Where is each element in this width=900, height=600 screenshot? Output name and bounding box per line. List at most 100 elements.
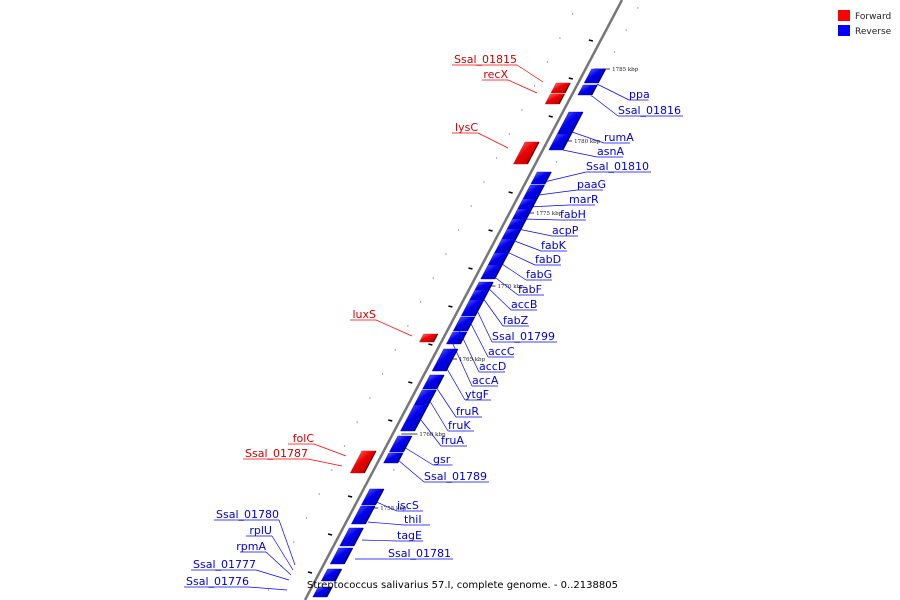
leader-line-ssal-01776 [248, 586, 288, 591]
gene-label-tage: tagE [397, 529, 422, 542]
reverse-gene-block-edge [459, 331, 468, 345]
guide-dot [267, 589, 270, 591]
reverse-gene-block-edge [544, 171, 552, 185]
leader-line-asna [562, 149, 598, 158]
leader-line-paag [530, 189, 578, 197]
leader-line-ssal-01799 [473, 303, 493, 343]
tick-label: 1765 kbp [459, 357, 486, 363]
gene-label-ssal-01816: Ssal_01816 [618, 104, 681, 117]
reverse-gene-block [413, 389, 437, 407]
tick-label: 1755 kbp [380, 506, 407, 512]
guide-dash [307, 571, 313, 574]
gene-label-ssal-01777: Ssal_01777 [193, 558, 256, 571]
leader-line-fabf [491, 274, 519, 296]
reverse-gene-block-edge [436, 374, 445, 390]
guide-dot [393, 469, 395, 471]
reverse-gene-block-edge [591, 84, 598, 96]
reverse-gene-block-edge [531, 198, 538, 210]
guide-dash [508, 191, 513, 194]
leader-line-ppa [596, 83, 630, 101]
gene-label-fabg: fabG [526, 268, 552, 281]
guide-dot [508, 133, 510, 135]
leader-line-ssal-01789 [397, 459, 425, 483]
gene-label-rpma: rpmA [236, 540, 266, 553]
reverse-gene-block-edge [520, 218, 527, 230]
guide-dot [432, 277, 434, 279]
legend-label-reverse: Reverse [855, 27, 892, 37]
guide-dot [590, 95, 593, 97]
guide-dot [381, 373, 384, 375]
gene-label-fabh: fabH [560, 208, 586, 221]
leader-line-frua [420, 419, 442, 447]
guide-dash [488, 229, 493, 232]
leader-line-fabz [479, 293, 504, 327]
guide-dot [343, 445, 346, 447]
gene-label-paag: paaG [577, 178, 606, 191]
tick-label: 1775 kbp [536, 211, 563, 217]
guide-dot [305, 517, 308, 519]
gene-label-acpp: acpP [552, 224, 579, 237]
genome-caption: Streptococcus salivarius 57.I, complete … [307, 580, 618, 591]
reverse-gene-blocks [312, 68, 607, 598]
gene-label-iscs: iscS [397, 499, 419, 512]
genome-backbone [303, 0, 624, 600]
forward-gene-block [513, 141, 540, 165]
reverse-gene-block-edge [474, 299, 485, 317]
tick-label: 1780 kbp [574, 139, 601, 145]
gene-label-rplu: rplU [249, 524, 272, 537]
guide-dot [445, 253, 447, 255]
guide-dot [407, 325, 409, 327]
leader-line-iscs [371, 499, 398, 512]
gene-label-ssal-01781: Ssal_01781 [388, 547, 451, 560]
guide-dot [394, 349, 396, 351]
reverse-gene-block [350, 505, 376, 525]
leader-line-accd [458, 329, 480, 373]
gene-label-ssal-01815: Ssal_01815 [454, 53, 517, 66]
forward-gene-block-edge [558, 93, 565, 105]
leader-line-ssal-01780 [278, 519, 296, 566]
leader-line-thii [367, 521, 405, 526]
guide-dot [369, 397, 371, 399]
reverse-gene-block [361, 488, 385, 506]
reverse-gene-block-edge [413, 404, 429, 432]
leader-line-luxs [375, 319, 413, 337]
leader-line-ytgf [441, 359, 466, 401]
reverse-gene-block-edge [427, 389, 437, 407]
forward-gene-block [349, 450, 377, 474]
guide-dot [546, 61, 548, 63]
forward-gene-block-edge [564, 82, 571, 94]
gene-label-asna: asnA [597, 145, 624, 158]
reverse-gene-block-edge [515, 228, 522, 240]
reverse-gene-block-edge [353, 527, 364, 547]
reverse-gene-block-edge [483, 289, 490, 301]
leader-line-recx [507, 79, 538, 94]
reverse-gene-block [339, 527, 364, 547]
legend-swatch-reverse [838, 25, 850, 36]
guide-dash [408, 381, 413, 384]
gene-label-ssal-01787: Ssal_01787 [245, 447, 308, 460]
leader-line-ssal-01815 [516, 64, 544, 83]
gene-label-frur: fruR [456, 405, 479, 418]
reverse-gene-block [460, 299, 484, 317]
guide-dot [331, 469, 333, 471]
gene-label-ytgf: ytgF [465, 388, 489, 401]
gene-label-fabk: fabK [541, 239, 567, 252]
gene-label-lysc: lysC [455, 121, 478, 134]
guide-dot [533, 85, 536, 87]
gene-label-accb: accB [511, 298, 537, 311]
leader-line-fabk [511, 239, 542, 252]
leader-line-ssal-01787 [307, 458, 343, 467]
reverse-gene-block [329, 547, 353, 565]
guide-dash [588, 39, 594, 42]
leader-line-fabg [498, 261, 527, 281]
tick-label: 1770 kbp [498, 284, 525, 290]
leader-line-accb [484, 284, 512, 311]
guide-dot [419, 301, 422, 303]
forward-gene-block-edge [526, 141, 540, 165]
leader-line-gsr [403, 446, 434, 466]
reverse-gene-block-edge [597, 68, 607, 84]
guide-dot [571, 13, 574, 15]
leader-line-fabd [504, 250, 536, 266]
gene-label-fabz: fabZ [503, 314, 529, 327]
reverse-gene-block-edge [525, 208, 533, 220]
